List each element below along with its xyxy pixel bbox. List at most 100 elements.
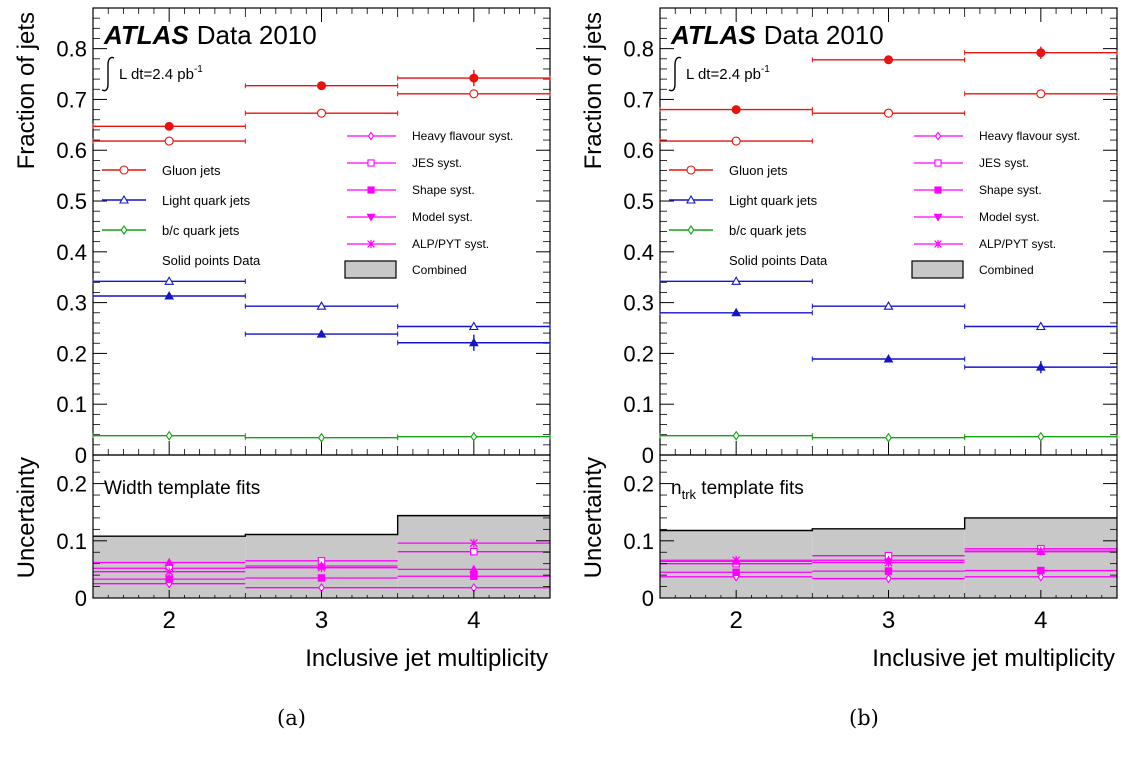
legend-marker — [687, 225, 695, 235]
series-group — [92, 69, 551, 443]
data-point — [1035, 362, 1046, 371]
mc-point — [469, 89, 479, 99]
legend-combined-box — [344, 260, 397, 279]
data-point — [731, 307, 742, 317]
caption-a: (a) — [277, 706, 306, 730]
combined-band-outline — [660, 517, 1117, 532]
data-point — [468, 337, 479, 347]
legend-label: Model syst. — [412, 210, 473, 224]
fit-label-text: n — [671, 478, 682, 499]
legend-label: b/c quark jets — [729, 223, 807, 238]
legend-label: JES syst. — [412, 156, 462, 170]
legend-marker — [686, 194, 696, 204]
syst-marker — [732, 555, 741, 565]
mc-point — [164, 136, 174, 146]
legend-right: Heavy flavour syst. JES syst. Shape syst. M… — [911, 129, 1080, 279]
legend-label: Shape syst. — [979, 183, 1042, 197]
template-fit-label: ntrk template fits — [671, 478, 804, 502]
y-tick-label-bottom: 0.2 — [56, 472, 87, 497]
y-axis-ticks-bottom — [660, 460, 1117, 599]
legend-label: Shape syst. — [412, 183, 475, 197]
atlas-label: ATLAS Data 2010 — [103, 20, 317, 50]
syst-marker — [1036, 546, 1045, 556]
legend-marker — [934, 131, 942, 141]
syst-marker — [884, 558, 893, 567]
y-axis-title-top: Fraction of jets — [580, 12, 607, 169]
legend-label: Solid points Data — [729, 253, 828, 268]
legend-label: JES syst. — [979, 156, 1029, 170]
syst-marker — [469, 538, 478, 548]
y-axis-ticks-bottom — [93, 460, 550, 599]
data-point — [731, 105, 741, 115]
legend-marker — [366, 213, 376, 222]
legend-label: Light quark jets — [162, 193, 251, 208]
x-axis-title: Inclusive jet multiplicity — [305, 645, 548, 672]
legend-right: Heavy flavour syst. JES syst. Shape syst. M… — [344, 129, 513, 279]
legend-marker — [119, 194, 129, 204]
y-tick-label-top: 0.5 — [623, 189, 654, 214]
y-tick-label-top: 0 — [75, 443, 87, 468]
mc-point — [883, 301, 894, 310]
template-fit-label: Width template fits — [104, 478, 260, 499]
syst-marker — [165, 575, 173, 583]
data-point — [884, 55, 893, 65]
mc-point — [468, 321, 479, 331]
chart-panel-b: 2 3 4 0 0.1 0.2 0.3 0.4 0.5 0.6 0.7 0.8 0 0.1 0.2 ATLAS… — [580, 7, 1118, 672]
y-tick-label-top: 0.3 — [623, 291, 654, 316]
mc-point — [885, 432, 892, 443]
legend-marker — [933, 213, 943, 222]
x-tick-label: 3 — [315, 607, 328, 634]
legend-label: Model syst. — [979, 210, 1040, 224]
syst-marker — [1037, 566, 1045, 575]
syst-marker — [470, 547, 478, 556]
y-axis-title-bottom: Uncertainty — [580, 457, 607, 578]
integral-sign — [668, 56, 682, 92]
legend-label: Solid points Data — [162, 253, 261, 268]
combined-band-outline — [93, 514, 550, 537]
legend-marker — [367, 131, 375, 141]
y-tick-label-top: 0.1 — [623, 392, 654, 417]
combined-band-bin — [964, 517, 1117, 598]
luminosity-exponent: -1 — [761, 64, 770, 75]
fit-label-text: Width template fits — [104, 478, 260, 499]
data-point — [883, 353, 894, 363]
atlas-label: ATLAS Data 2010 — [670, 20, 884, 50]
y-tick-label-top: 0.8 — [623, 37, 654, 62]
legend-label: Gluon jets — [162, 163, 221, 178]
mc-point — [731, 136, 741, 146]
legend-label: Heavy flavour syst. — [412, 129, 513, 143]
legend-left: Gluon jets Light quark jets b/c quark jets… — [669, 163, 828, 268]
data-year-label: Data 2010 — [197, 20, 317, 50]
mc-point — [883, 108, 894, 118]
y-tick-label-top: 0.2 — [623, 341, 654, 366]
luminosity-text: L dt=2.4 pb — [119, 66, 194, 83]
legend-marker — [119, 165, 129, 175]
mc-point — [165, 430, 173, 441]
mc-point — [1037, 431, 1045, 442]
legend-left: Gluon jets Light quark jets b/c quark jets… — [102, 163, 261, 268]
y-axis-ticks-top — [93, 17, 550, 456]
legend-label: b/c quark jets — [162, 223, 240, 238]
atlas-wordmark: ATLAS — [670, 20, 756, 50]
legend-marker — [367, 239, 375, 249]
fit-label-rest: template fits — [696, 478, 804, 499]
legend-label: Combined — [979, 263, 1034, 277]
legend-marker — [934, 239, 942, 249]
y-tick-label-top: 0.4 — [623, 240, 654, 265]
syst-marker — [884, 567, 893, 575]
luminosity-exponent: -1 — [194, 64, 203, 75]
x-tick-label: 2 — [729, 607, 742, 634]
legend-label: Heavy flavour syst. — [979, 129, 1080, 143]
y-axis-title-top: Fraction of jets — [13, 12, 40, 169]
mc-point — [316, 108, 327, 118]
syst-marker — [165, 567, 174, 577]
y-tick-label-top: 0.3 — [56, 291, 87, 316]
legend-marker — [120, 225, 128, 235]
x-axis-ticks — [674, 8, 1103, 598]
y-tick-label-top: 0.8 — [56, 37, 87, 62]
syst-marker — [317, 563, 326, 573]
y-tick-label-top: 0.1 — [56, 392, 87, 417]
x-axis-ticks — [107, 8, 536, 598]
syst-marker — [470, 572, 478, 580]
